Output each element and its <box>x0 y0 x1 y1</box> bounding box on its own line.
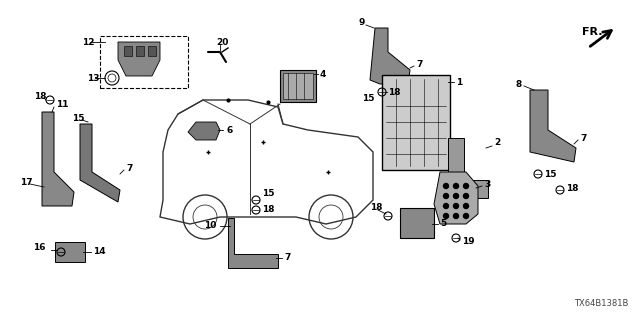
Bar <box>100 36 188 88</box>
Circle shape <box>454 183 458 188</box>
Circle shape <box>463 194 468 198</box>
Circle shape <box>463 213 468 219</box>
Text: 15: 15 <box>72 114 84 123</box>
Text: 7: 7 <box>416 60 422 68</box>
Text: 18: 18 <box>566 183 579 193</box>
Circle shape <box>454 213 458 219</box>
Text: 18: 18 <box>34 92 47 100</box>
Text: 6: 6 <box>226 125 232 134</box>
Text: 13: 13 <box>87 74 99 83</box>
Bar <box>124 46 132 56</box>
Bar <box>148 46 156 56</box>
Bar <box>400 208 434 238</box>
Polygon shape <box>118 42 160 76</box>
Text: 20: 20 <box>216 37 228 46</box>
Text: 14: 14 <box>93 247 106 257</box>
Polygon shape <box>80 124 120 202</box>
Text: 16: 16 <box>33 244 45 252</box>
Text: TX64B1381B: TX64B1381B <box>573 299 628 308</box>
Text: 19: 19 <box>462 237 475 246</box>
Text: FR.: FR. <box>582 27 602 37</box>
Bar <box>283 73 313 99</box>
Text: 18: 18 <box>388 87 401 97</box>
Circle shape <box>444 213 449 219</box>
Text: 11: 11 <box>56 100 68 108</box>
Text: 18: 18 <box>262 205 275 214</box>
Text: 7: 7 <box>126 164 132 172</box>
Polygon shape <box>188 122 220 140</box>
Text: 15: 15 <box>362 93 374 102</box>
Text: 8: 8 <box>516 79 522 89</box>
Polygon shape <box>42 112 74 206</box>
Bar <box>55 242 85 262</box>
Text: 3: 3 <box>484 180 490 188</box>
Text: 12: 12 <box>82 37 95 46</box>
Text: 7: 7 <box>580 133 586 142</box>
Text: 1: 1 <box>456 77 462 86</box>
Bar <box>382 75 450 170</box>
Text: 2: 2 <box>494 138 500 147</box>
Polygon shape <box>530 90 576 162</box>
Text: 15: 15 <box>262 189 275 198</box>
Text: 9: 9 <box>358 18 364 27</box>
Bar <box>280 70 316 102</box>
Bar <box>136 46 144 56</box>
Text: 5: 5 <box>440 220 446 228</box>
Text: 15: 15 <box>544 170 557 179</box>
Circle shape <box>463 204 468 209</box>
Polygon shape <box>434 172 478 224</box>
Circle shape <box>454 204 458 209</box>
Polygon shape <box>228 218 278 268</box>
Text: 17: 17 <box>20 178 33 187</box>
Text: 4: 4 <box>320 69 326 78</box>
Circle shape <box>463 183 468 188</box>
Circle shape <box>454 194 458 198</box>
Text: 7: 7 <box>284 253 291 262</box>
Circle shape <box>444 204 449 209</box>
Circle shape <box>444 194 449 198</box>
Text: 10: 10 <box>204 221 216 230</box>
Circle shape <box>444 183 449 188</box>
Polygon shape <box>448 138 488 198</box>
Polygon shape <box>370 28 410 84</box>
Text: 18: 18 <box>370 204 383 212</box>
